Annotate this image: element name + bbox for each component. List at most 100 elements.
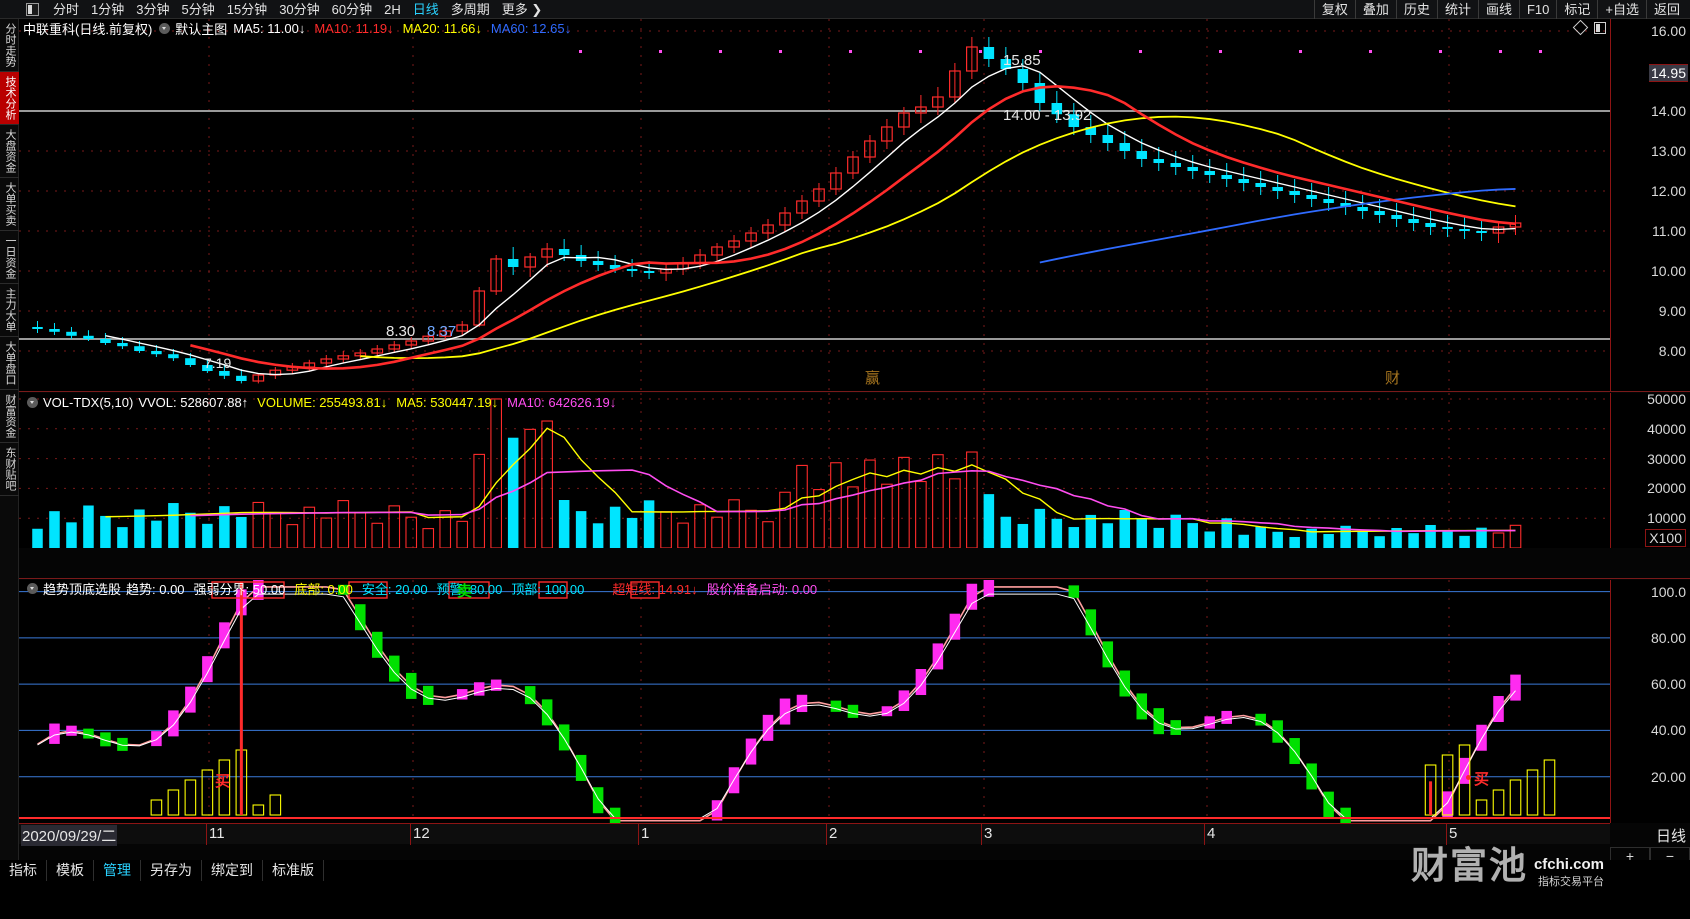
axis-tick: 20000 bbox=[1647, 480, 1686, 497]
indicator-axis: 100.0 80.00 60.00 40.00 20.00 bbox=[1610, 580, 1690, 823]
axis-tick: 40.00 bbox=[1650, 722, 1686, 739]
indicator-pane[interactable]: 趋势顶底选股 趋势: 0.00 强弱分界: 50.00 底部: 0.00 安全: 20… bbox=[19, 580, 1610, 823]
axis-tick: 9.00 bbox=[1658, 303, 1686, 319]
toolbar-1[interactable]: 叠加 bbox=[1354, 0, 1396, 19]
date-tick-line bbox=[1204, 824, 1205, 845]
axis-last-price: 14.95 bbox=[1648, 64, 1688, 82]
date-tick: 12 bbox=[413, 825, 430, 842]
toolbar-2[interactable]: 历史 bbox=[1395, 0, 1437, 19]
ma10-value: MA10: 11.19↓ bbox=[314, 21, 394, 36]
date-tick-line bbox=[826, 824, 827, 845]
sidebar-item-8[interactable]: 东财贴吧 bbox=[0, 443, 19, 496]
ma60-value: MA60: 12.65↓ bbox=[490, 21, 572, 36]
volume-header: VOL-TDX(5,10) VVOL: 528607.88↑ VOLUME: 2… bbox=[23, 394, 625, 411]
volume-value: VOLUME: 255493.81↓ bbox=[257, 395, 388, 410]
sell-signal-1: 卖 bbox=[457, 583, 473, 600]
period-6[interactable]: 60分钟 bbox=[331, 1, 373, 17]
period-1[interactable]: 1分钟 bbox=[91, 1, 125, 17]
indicator-title: 趋势顶底选股 bbox=[43, 582, 122, 597]
indicator-name: 默认主图 bbox=[175, 22, 228, 37]
volume-axis: 50000 40000 30000 20000 10000 X100 bbox=[1610, 391, 1690, 548]
axis-tick: 12.00 bbox=[1650, 183, 1686, 199]
date-tick: 2 bbox=[829, 825, 838, 842]
current-date: 2020/09/29/二 bbox=[21, 825, 118, 846]
left-tab-strip: 分时走势 技术分析 大盘资金 大单买卖 一日资金 主力大单 大单盘口 财富资金 东财贴吧 bbox=[0, 19, 19, 860]
period-8[interactable]: 日线 bbox=[412, 1, 439, 17]
sidebar-item-7[interactable]: 财富资金 bbox=[0, 390, 19, 443]
status-bar: 指标 模板 管理 另存为 绑定到 标准版 bbox=[0, 860, 1690, 919]
trend-indicator-dropdown-icon[interactable] bbox=[27, 583, 38, 594]
sidebar-item-6[interactable]: 大单盘口 bbox=[0, 337, 19, 390]
watermark-right: 财 bbox=[1385, 370, 1401, 387]
pane-divider-2 bbox=[19, 578, 1690, 579]
period-9[interactable]: 多周期 bbox=[450, 1, 490, 17]
diamond-icon[interactable] bbox=[1572, 19, 1589, 36]
indicator-field-0: 趋势: 0.00 bbox=[126, 582, 185, 597]
kline-period-label: 日线 bbox=[1655, 828, 1686, 845]
annotation-high: 15.85 bbox=[1003, 52, 1041, 69]
split-view-icon[interactable] bbox=[1594, 22, 1606, 34]
volume-title: VOL-TDX(5,10) bbox=[43, 395, 134, 410]
indicator-header: 趋势顶底选股 趋势: 0.00 强弱分界: 50.00 底部: 0.00 安全: 20… bbox=[23, 580, 835, 597]
kline-canvas bbox=[19, 19, 1610, 391]
brand-name: 财富池 bbox=[1410, 844, 1528, 887]
indicator-field-2: 底部: 0.00 bbox=[294, 582, 353, 597]
period-4[interactable]: 15分钟 bbox=[226, 1, 268, 17]
indicator-field-5: 顶部: 100.00 bbox=[511, 582, 585, 597]
volume-indicator-dropdown-icon[interactable] bbox=[27, 397, 38, 408]
period-0[interactable]: 分时 bbox=[53, 1, 80, 17]
ma20-value: MA20: 11.66↓ bbox=[402, 21, 482, 36]
sidebar-item-2[interactable]: 大盘资金 bbox=[0, 125, 19, 178]
status-button-5[interactable]: 标准版 bbox=[263, 860, 324, 881]
brand-logo: 财富池 cfchi.com 指标交易平台 bbox=[1411, 835, 1604, 889]
period-7[interactable]: 2H bbox=[384, 1, 401, 17]
indicator-dropdown-icon[interactable] bbox=[159, 23, 171, 34]
period-toolbar: 分时 1分钟 3分钟 5分钟 15分钟 30分钟 60分钟 2H 日线 多周期 更多 ❯ 复权 叠加历… bbox=[0, 0, 1690, 19]
toolbar-5[interactable]: F10 bbox=[1518, 0, 1556, 19]
ma5-value: MA5: 11.00↓ bbox=[233, 21, 306, 36]
volume-canvas bbox=[19, 393, 1610, 548]
period-3[interactable]: 5分钟 bbox=[181, 1, 215, 17]
period-2[interactable]: 3分钟 bbox=[136, 1, 170, 17]
date-tick: 4 bbox=[1207, 825, 1216, 842]
status-button-4[interactable]: 绑定到 bbox=[202, 860, 263, 881]
toolbar-3[interactable]: 统计 bbox=[1436, 0, 1478, 19]
indicator-canvas bbox=[19, 580, 1610, 823]
indicator-field-3: 安全: 20.00 bbox=[361, 582, 428, 597]
date-axis[interactable]: 2020/09/29/二 11 12 1 2 3 4 5 bbox=[19, 823, 1610, 846]
chart-corner-controls bbox=[1572, 19, 1606, 36]
axis-tick: 13.00 bbox=[1650, 143, 1686, 159]
period-10[interactable]: 更多 ❯ bbox=[501, 1, 543, 17]
toolbar-4[interactable]: 画线 bbox=[1477, 0, 1519, 19]
date-tick: 11 bbox=[209, 825, 225, 842]
watermark-left: 赢 bbox=[865, 370, 881, 387]
toolbar-0[interactable]: 复权 bbox=[1313, 0, 1355, 19]
axis-tick: 30000 bbox=[1647, 450, 1686, 467]
date-tick: 3 bbox=[984, 825, 993, 842]
toolbar-8[interactable]: 返回 bbox=[1645, 0, 1690, 19]
main-kline-pane[interactable]: 中联重科(日线.前复权) 默认主图 MA5: 11.00↓ MA10: 11.1… bbox=[19, 19, 1610, 391]
status-button-0[interactable]: 指标 bbox=[0, 860, 47, 881]
indicator-field-1: 强弱分界: 50.00 bbox=[193, 582, 286, 597]
indicator-field-6: 超短线: 14.91↓ bbox=[612, 582, 698, 597]
axis-tick: 14.00 bbox=[1650, 103, 1686, 119]
sidebar-item-4[interactable]: 一日资金 bbox=[0, 231, 19, 284]
toolbar-7[interactable]: +自选 bbox=[1597, 0, 1646, 19]
volume-pane[interactable]: VOL-TDX(5,10) VVOL: 528607.88↑ VOLUME: 2… bbox=[19, 393, 1610, 548]
status-button-3[interactable]: 另存为 bbox=[141, 860, 202, 881]
period-5[interactable]: 30分钟 bbox=[279, 1, 320, 17]
brand-tagline: 指标交易平台 bbox=[1538, 876, 1604, 888]
sidebar-item-3[interactable]: 大单买卖 bbox=[0, 178, 19, 231]
status-button-2[interactable]: 管理 bbox=[94, 860, 141, 881]
annotation-low: 7.19 bbox=[204, 355, 232, 371]
vol-ma5-value: MA5: 530447.19↓ bbox=[396, 395, 499, 410]
sidebar-item-5[interactable]: 主力大单 bbox=[0, 284, 19, 337]
status-button-1[interactable]: 模板 bbox=[47, 860, 94, 881]
indicator-field-4: 预警: 80.00 bbox=[436, 582, 503, 597]
layout-toggle-icon[interactable] bbox=[26, 2, 39, 16]
sidebar-item-1[interactable]: 技术分析 bbox=[0, 72, 19, 125]
buy-signal-1: 买 bbox=[215, 773, 231, 790]
axis-unit: X100 bbox=[1645, 529, 1686, 547]
toolbar-6[interactable]: 标记 bbox=[1556, 0, 1597, 19]
sidebar-item-0[interactable]: 分时走势 bbox=[0, 19, 19, 72]
